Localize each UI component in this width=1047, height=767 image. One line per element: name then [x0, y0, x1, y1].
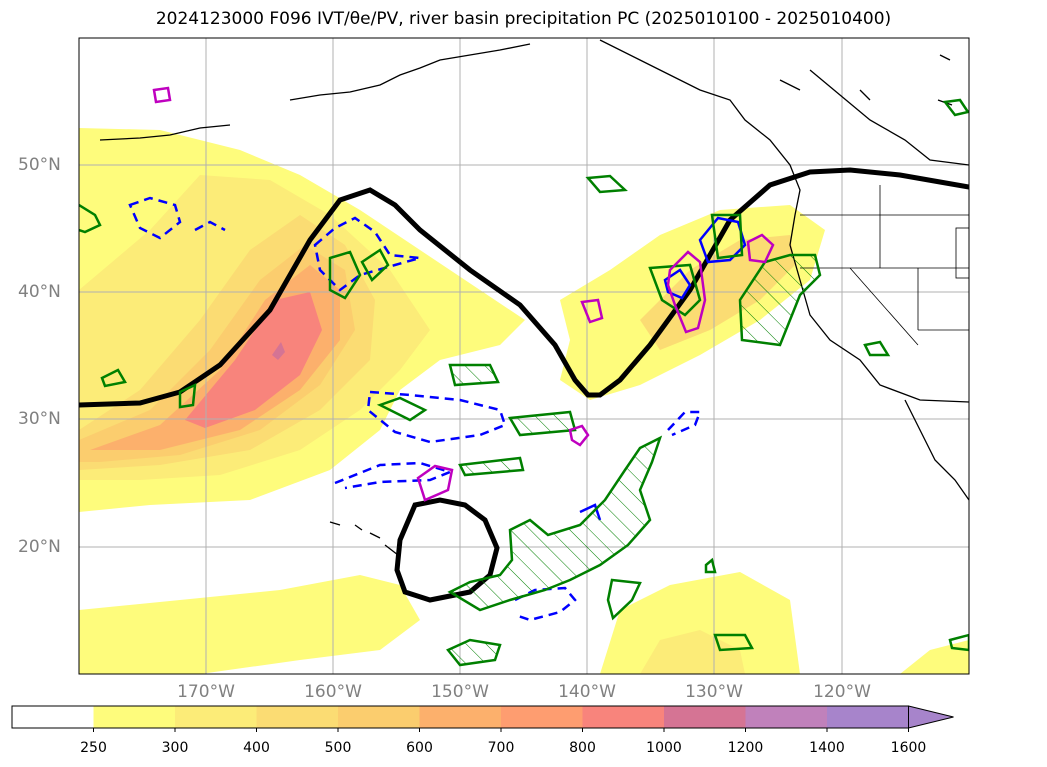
lon-label-170w: 170°W — [177, 682, 235, 702]
colorbar-tick-label: 500 — [324, 740, 352, 756]
ivt-800-region — [185, 292, 322, 428]
colorbar-tick-label: 1400 — [809, 740, 845, 756]
map-title: 2024123000 F096 IVT/θe/PV, river basin p… — [155, 9, 892, 29]
colorbar — [11, 705, 954, 732]
ivt-far-east-region — [900, 640, 969, 674]
lon-label-160w: 160°W — [304, 682, 362, 702]
state-borders — [800, 185, 969, 346]
lat-label-30: 30°N — [18, 409, 61, 429]
colorbar-segment — [175, 706, 257, 728]
colorbar-segment — [745, 706, 828, 728]
colorbar-segment — [12, 706, 94, 728]
colorbar-tick-label: 250 — [80, 740, 107, 756]
lon-label-150w: 150°W — [431, 682, 489, 702]
lat-label-20: 20°N — [18, 537, 61, 557]
colorbar-tick-label: 700 — [487, 740, 515, 756]
colorbar-segment — [338, 706, 420, 728]
ivt-se-300-region — [640, 630, 745, 674]
colorbar-outline — [11, 705, 909, 729]
colorbar-tick-label: 1600 — [890, 740, 927, 756]
colorbar-segment — [256, 706, 339, 728]
lat-label-40: 40°N — [18, 282, 61, 302]
colorbar-tick-label: 800 — [569, 740, 596, 756]
lon-label-140w: 140°W — [558, 682, 616, 702]
colorbar-tick-label: 300 — [161, 740, 189, 756]
colorbar-tick-label: 1000 — [646, 740, 682, 756]
colorbar-segment — [501, 706, 583, 728]
lon-label-130w: 130°W — [685, 682, 743, 702]
ivt-1000-region — [272, 342, 285, 360]
colorbar-tick-label: 600 — [406, 740, 433, 756]
ivt-shading — [79, 128, 969, 674]
colorbar-extend-arrow — [908, 705, 954, 729]
lon-label-120w: 120°W — [813, 682, 871, 702]
colorbar-tick-label: 1200 — [727, 740, 764, 756]
precip-pc-magenta — [152, 86, 775, 502]
precip-pc-green — [79, 98, 969, 667]
colorbar-segment — [827, 706, 909, 728]
ivt-south-250-region — [79, 575, 420, 674]
colorbar-segment — [419, 706, 502, 728]
colorbar-segment — [664, 706, 746, 728]
colorbar-tick-label: 400 — [243, 740, 270, 756]
colorbar-segment — [93, 706, 176, 728]
map-frame — [78, 37, 970, 675]
colorbar-segment — [582, 706, 665, 728]
lat-label-50: 50°N — [18, 155, 61, 175]
